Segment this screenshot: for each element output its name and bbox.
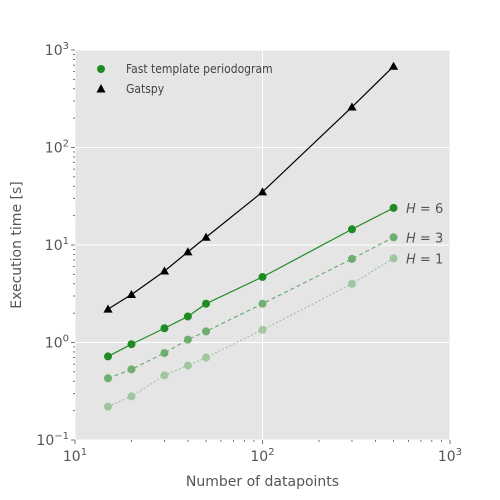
series-label: H = 3 (406, 231, 443, 246)
series-layer (103, 61, 399, 411)
data-point (127, 340, 136, 349)
series-line (107, 65, 394, 310)
data-point (183, 335, 192, 344)
data-point (126, 289, 137, 299)
series-labels: H = 6 H = 3 H = 1 (406, 202, 443, 267)
minor-ticks (71, 49, 451, 444)
series-line (107, 257, 394, 408)
y-axis-label: Execution time [s] (9, 181, 25, 308)
data-point (160, 349, 169, 358)
legend-item: Gatspy (96, 82, 165, 96)
data-point (160, 324, 169, 333)
data-point (258, 272, 267, 281)
data-point (347, 225, 356, 234)
data-point (202, 327, 211, 336)
series-label: H = 1 (406, 252, 443, 267)
data-point (388, 61, 399, 70)
data-point (201, 232, 211, 241)
data-point (257, 187, 268, 196)
data-point (202, 299, 211, 308)
series-label: H = 6 (406, 202, 443, 217)
data-point (258, 299, 267, 308)
data-point (347, 279, 356, 288)
y-tick-label: 102 (45, 139, 69, 157)
legend-marker (97, 65, 105, 73)
data-point (202, 353, 211, 362)
legend-item: Fast template periodogram (97, 62, 273, 76)
data-point (389, 254, 398, 263)
data-point (104, 352, 113, 361)
x-tick-label: 101 (63, 447, 87, 465)
x-tick-label: 102 (250, 447, 274, 465)
data-point (258, 325, 267, 334)
x-axis-label: Number of datapoints (186, 474, 339, 490)
data-point (104, 374, 113, 383)
data-point (183, 361, 192, 370)
data-point (104, 402, 113, 411)
data-point (183, 312, 192, 321)
y-tick-label: 10−1 (36, 431, 69, 449)
series (104, 254, 398, 411)
data-point (103, 304, 113, 313)
data-point (127, 392, 136, 401)
series-line (107, 207, 394, 357)
data-point (347, 254, 356, 263)
grid (74, 49, 451, 441)
x-tick-label: 103 (438, 447, 462, 465)
legend: Fast template periodogram Gatspy (96, 62, 273, 96)
y-tick-label: 103 (45, 41, 69, 59)
legend-marker (96, 84, 106, 93)
tick-labels: 101 102 103 10−1 100 101 102 103 (36, 41, 462, 465)
data-point (127, 365, 136, 374)
legend-label: Gatspy (126, 82, 165, 96)
data-point (183, 247, 193, 256)
y-tick-label: 101 (45, 236, 69, 254)
series (103, 61, 399, 313)
data-point (160, 371, 169, 380)
legend-label: Fast template periodogram (126, 62, 273, 76)
series (104, 233, 398, 383)
y-tick-label: 100 (45, 334, 69, 352)
data-point (389, 233, 398, 242)
data-point (347, 102, 357, 111)
series-line (107, 236, 394, 379)
series (104, 203, 398, 361)
data-point (159, 266, 170, 275)
data-point (389, 203, 398, 212)
